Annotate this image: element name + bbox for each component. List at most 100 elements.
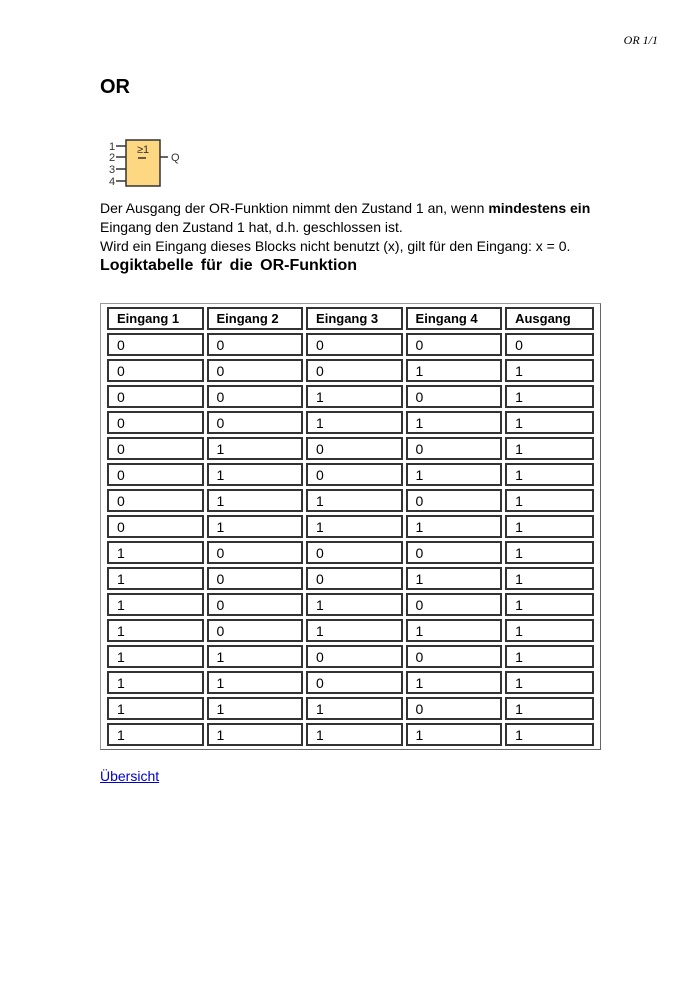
table-cell: 1 (505, 359, 594, 382)
table-cell: 0 (107, 385, 204, 408)
table-cell: 0 (206, 385, 304, 408)
table-cell: 0 (405, 437, 503, 460)
table-cell: 1 (306, 723, 403, 746)
table-cell: 0 (306, 359, 403, 382)
table-cell: 1 (505, 437, 594, 460)
table-cell: 1 (206, 723, 304, 746)
input-label-1: 1 (109, 141, 115, 153)
table-cell: 0 (107, 515, 204, 538)
table-cell: 0 (206, 333, 304, 356)
table-cell: 1 (505, 697, 594, 720)
table-cell: 0 (306, 437, 403, 460)
table-cell: 1 (306, 411, 403, 434)
table-cell: 1 (405, 463, 503, 486)
table-cell: 1 (306, 593, 403, 616)
page-title: OR (100, 76, 130, 98)
table-cell: 1 (505, 723, 594, 746)
table-cell: 1 (306, 697, 403, 720)
table-cell: 0 (306, 463, 403, 486)
page-header: OR 1/1 (623, 33, 658, 47)
table-cell: 1 (206, 515, 304, 538)
input-label-2: 2 (109, 152, 115, 164)
table-cell: 0 (107, 463, 204, 486)
truth-table: Eingang 1 Eingang 2 Eingang 3 Eingang 4 Ausg… (104, 304, 597, 749)
table-cell: 1 (206, 463, 304, 486)
table-cell: 1 (306, 385, 403, 408)
column-header: Ausgang (505, 307, 594, 330)
column-header: Eingang 1 (107, 307, 204, 330)
table-cell: 0 (206, 567, 304, 590)
table-cell: 0 (405, 333, 503, 356)
table-cell: 0 (405, 697, 503, 720)
function-label: ≥1 (137, 144, 149, 156)
table-cell: 1 (505, 463, 594, 486)
table-cell: 0 (306, 541, 403, 564)
table-cell: 1 (107, 567, 204, 590)
table-cell: 0 (405, 489, 503, 512)
description-text: Eingang den Zustand 1 hat, d.h. geschlos… (100, 219, 403, 235)
table-cell: 0 (206, 411, 304, 434)
table-cell: 0 (306, 333, 403, 356)
table-cell: 0 (107, 333, 204, 356)
table-cell: 1 (505, 619, 594, 642)
table-cell: 1 (107, 697, 204, 720)
table-cell: 1 (107, 671, 204, 694)
table-cell: 1 (206, 489, 304, 512)
table-cell: 1 (505, 385, 594, 408)
table-cell: 0 (107, 489, 204, 512)
table-cell: 0 (107, 411, 204, 434)
table-cell: 1 (505, 411, 594, 434)
table-cell: 1 (206, 645, 304, 668)
or-block-body (125, 139, 161, 187)
table-cell: 0 (206, 359, 304, 382)
table-cell: 0 (405, 541, 503, 564)
table-cell: 1 (505, 541, 594, 564)
table-cell: 1 (107, 541, 204, 564)
table-cell: 1 (505, 515, 594, 538)
column-header: Eingang 2 (206, 307, 304, 330)
table-cell: 0 (206, 541, 304, 564)
table-cell: 1 (107, 593, 204, 616)
table-cell: 1 (505, 671, 594, 694)
description: Der Ausgang der OR-Funktion nimmt den Zu… (100, 199, 610, 256)
table-cell: 1 (306, 515, 403, 538)
table-cell: 1 (107, 645, 204, 668)
input-label-3: 3 (109, 164, 115, 176)
table-cell: 0 (206, 619, 304, 642)
table-title: Logiktabelle für die OR-Funktion (100, 257, 357, 274)
table-cell: 0 (206, 593, 304, 616)
table-cell: 1 (107, 723, 204, 746)
table-cell: 1 (405, 619, 503, 642)
description-text: Der Ausgang der OR-Funktion nimmt den Zu… (100, 200, 489, 216)
table-cell: 0 (405, 593, 503, 616)
table-cell: 1 (405, 671, 503, 694)
table-cell: 0 (306, 567, 403, 590)
table-cell: 0 (107, 359, 204, 382)
table-cell: 1 (405, 359, 503, 382)
table-cell: 0 (405, 645, 503, 668)
table-cell: 0 (505, 333, 594, 356)
column-header: Eingang 3 (306, 307, 403, 330)
overview-link[interactable]: Übersicht (100, 768, 160, 784)
table-cell: 1 (206, 437, 304, 460)
table-cell: 0 (306, 671, 403, 694)
description-emphasis: mindestens ein (488, 200, 591, 216)
description-note: Wird ein Eingang dieses Blocks nicht ben… (100, 238, 571, 254)
truth-table-frame: Eingang 1 Eingang 2 Eingang 3 Eingang 4 Ausg… (100, 303, 601, 750)
table-cell: 1 (505, 593, 594, 616)
table-cell: 1 (405, 567, 503, 590)
table-cell: 1 (405, 515, 503, 538)
table-header-row: Eingang 1 Eingang 2 Eingang 3 Eingang 4 Ausg… (107, 307, 594, 330)
